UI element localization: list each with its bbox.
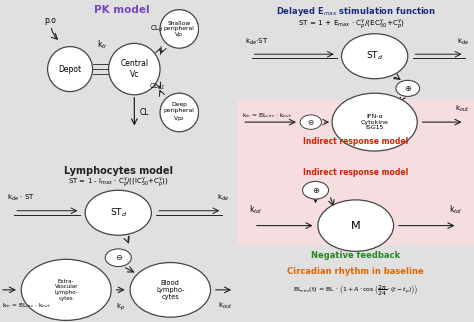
Text: k$_{de}$: k$_{de}$	[457, 36, 469, 47]
Text: k$_{out}$: k$_{out}$	[218, 301, 232, 311]
Text: Shallow
peripheral
Vp: Shallow peripheral Vp	[164, 21, 195, 37]
Text: Blood
Lympho-
cytes: Blood Lympho- cytes	[156, 280, 184, 300]
Text: ST$_d$: ST$_d$	[109, 206, 127, 219]
Text: ⊖: ⊖	[308, 118, 314, 127]
Text: k$_{out}$: k$_{out}$	[455, 104, 469, 114]
Text: ST = 1 - I$_{max}$ $\cdot$ C$_p^{\gamma}$/((IC$_{50}^{\gamma}$+C$_p^{\gamma}$)): ST = 1 - I$_{max}$ $\cdot$ C$_p^{\gamma}…	[68, 175, 169, 189]
Text: k$_{tol}$: k$_{tol}$	[249, 204, 263, 216]
Text: Negative feedback: Negative feedback	[311, 251, 401, 260]
Text: CL$_d$: CL$_d$	[150, 24, 164, 34]
Circle shape	[130, 262, 210, 317]
Circle shape	[160, 10, 199, 48]
Text: Indirect response model: Indirect response model	[303, 137, 409, 146]
Circle shape	[396, 80, 419, 96]
Text: BL$_{circ}$(t) = BL $\cdot$ $\left(1+A\cdot\cos\left(\dfrac{2\pi}{24}\cdot(t-t_p: BL$_{circ}$(t) = BL $\cdot$ $\left(1+A\c…	[293, 283, 419, 297]
Text: Depot: Depot	[58, 65, 82, 74]
Text: ⊕: ⊕	[404, 84, 411, 93]
Text: CL: CL	[139, 108, 149, 117]
Circle shape	[332, 93, 417, 151]
Text: CL$_{d2}$: CL$_{d2}$	[149, 81, 165, 91]
Circle shape	[21, 259, 111, 320]
Circle shape	[47, 47, 92, 91]
Text: k$_{in}$ = BL$_{circ}$ · k$_{out}$: k$_{in}$ = BL$_{circ}$ · k$_{out}$	[242, 111, 292, 120]
Text: k$_p$: k$_p$	[116, 301, 125, 313]
Circle shape	[342, 34, 408, 79]
Text: Circadian rhythm in baseline: Circadian rhythm in baseline	[287, 267, 424, 276]
Text: k$_{tr}$: k$_{tr}$	[97, 39, 108, 52]
Circle shape	[85, 190, 151, 235]
Text: Lymphocytes model: Lymphocytes model	[64, 166, 173, 176]
Circle shape	[318, 200, 393, 251]
Text: Indirect response model: Indirect response model	[303, 168, 409, 177]
Text: k$_{in}$ = BL$_{circ}$ · k$_{out}$: k$_{in}$ = BL$_{circ}$ · k$_{out}$	[2, 301, 51, 310]
Text: k$_{de}$ · ST: k$_{de}$ · ST	[7, 193, 35, 203]
FancyBboxPatch shape	[237, 161, 474, 245]
FancyBboxPatch shape	[237, 99, 474, 161]
Text: k$_{tol}$: k$_{tol}$	[449, 204, 462, 216]
Text: ST$_d$: ST$_d$	[366, 50, 383, 62]
Text: Central
Vc: Central Vc	[120, 59, 148, 79]
Text: PK model: PK model	[94, 5, 149, 15]
Text: Delayed E$_{max}$ stimulation function: Delayed E$_{max}$ stimulation function	[276, 5, 436, 18]
Text: k$_{de}$·ST: k$_{de}$·ST	[245, 36, 268, 47]
Text: IFN-α
Cytokine
ISG15: IFN-α Cytokine ISG15	[361, 114, 389, 130]
Circle shape	[109, 43, 160, 95]
Text: ST = 1 + E$_{max}$ $\cdot$ C$_p^{\gamma}$/(EC$_{50}^{\gamma}$+C$_p^{\gamma}$): ST = 1 + E$_{max}$ $\cdot$ C$_p^{\gamma}…	[298, 17, 404, 31]
Circle shape	[302, 181, 328, 199]
Text: p.o: p.o	[45, 16, 56, 25]
Text: Deep
peripheral
Vp$_2$: Deep peripheral Vp$_2$	[164, 102, 195, 123]
Text: M: M	[351, 221, 361, 231]
Circle shape	[105, 249, 131, 267]
Text: Extra-
Vascular
Lympho-
cytes: Extra- Vascular Lympho- cytes	[55, 279, 78, 301]
Circle shape	[160, 93, 199, 132]
Text: k$_{de}$: k$_{de}$	[218, 193, 229, 203]
Text: ⊖: ⊖	[115, 253, 122, 262]
Circle shape	[300, 115, 321, 129]
Text: ⊕: ⊕	[312, 186, 319, 195]
